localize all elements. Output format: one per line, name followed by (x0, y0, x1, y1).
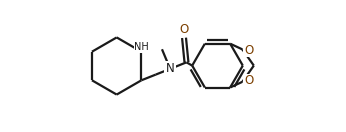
Text: O: O (180, 23, 189, 36)
Text: N: N (166, 62, 174, 75)
Text: O: O (244, 74, 253, 88)
Text: NH: NH (134, 42, 149, 52)
Text: O: O (244, 44, 253, 57)
